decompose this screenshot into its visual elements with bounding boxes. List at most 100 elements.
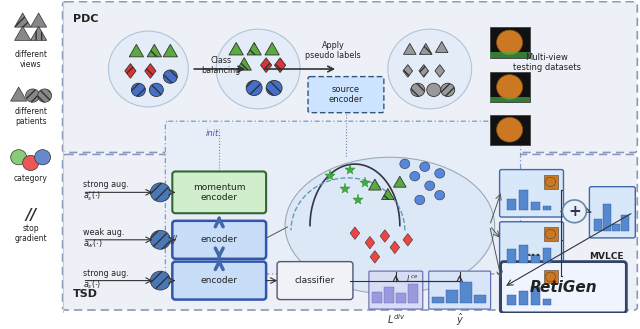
Bar: [543, 206, 552, 210]
Polygon shape: [394, 176, 406, 187]
Bar: [490, 52, 529, 58]
Polygon shape: [11, 87, 27, 101]
Bar: [543, 248, 552, 263]
Text: ...: ...: [504, 95, 515, 105]
Text: TSD: TSD: [72, 289, 97, 299]
Circle shape: [150, 183, 170, 202]
Circle shape: [38, 89, 52, 102]
Text: source
encoder: source encoder: [329, 85, 363, 104]
FancyBboxPatch shape: [172, 171, 266, 213]
Text: $a_s'(\cdot)$: $a_s'(\cdot)$: [83, 190, 100, 203]
Circle shape: [266, 80, 282, 96]
Circle shape: [441, 83, 454, 96]
Polygon shape: [31, 13, 47, 27]
Circle shape: [149, 83, 163, 96]
Bar: [490, 96, 529, 102]
Polygon shape: [265, 42, 279, 55]
FancyBboxPatch shape: [369, 271, 423, 309]
Bar: [543, 299, 552, 305]
FancyBboxPatch shape: [172, 262, 266, 300]
Bar: [507, 249, 516, 263]
Circle shape: [150, 230, 170, 249]
Circle shape: [410, 171, 420, 181]
Text: stop
gradient: stop gradient: [14, 224, 47, 243]
Bar: [507, 295, 516, 305]
Ellipse shape: [285, 157, 495, 294]
Text: $L^{div}$: $L^{div}$: [387, 312, 405, 326]
Polygon shape: [350, 227, 360, 240]
Circle shape: [216, 29, 300, 109]
Circle shape: [425, 181, 435, 190]
Circle shape: [400, 159, 410, 169]
Polygon shape: [403, 234, 413, 246]
Bar: [490, 27, 529, 58]
Bar: [604, 204, 611, 231]
Bar: [432, 297, 444, 303]
Bar: [445, 290, 458, 303]
Bar: [543, 227, 559, 241]
Bar: [408, 284, 418, 303]
Text: Multi-view
testing datasets: Multi-view testing datasets: [513, 53, 580, 72]
Text: MVLCE: MVLCE: [589, 252, 624, 261]
Polygon shape: [390, 241, 399, 254]
Circle shape: [545, 177, 556, 187]
Polygon shape: [403, 43, 416, 54]
Polygon shape: [15, 26, 31, 40]
Circle shape: [497, 30, 522, 55]
Text: $a_s(\cdot)$: $a_s(\cdot)$: [83, 278, 100, 291]
Text: encoder: encoder: [201, 276, 237, 285]
Bar: [507, 199, 516, 210]
FancyBboxPatch shape: [500, 222, 563, 269]
Text: $a_w(\cdot)$: $a_w(\cdot)$: [83, 237, 102, 250]
Bar: [384, 287, 394, 303]
Bar: [396, 293, 406, 303]
FancyBboxPatch shape: [589, 187, 636, 238]
Text: different
patients: different patients: [14, 107, 47, 126]
Bar: [531, 255, 540, 263]
FancyBboxPatch shape: [63, 154, 637, 310]
FancyBboxPatch shape: [165, 121, 520, 274]
Text: Apply
pseudo labels: Apply pseudo labels: [305, 40, 361, 60]
Circle shape: [26, 89, 40, 102]
Circle shape: [11, 150, 27, 165]
Bar: [518, 190, 527, 210]
Circle shape: [246, 80, 262, 96]
Text: $L^{ce}$: $L^{ce}$: [406, 273, 419, 284]
Circle shape: [163, 70, 177, 83]
Bar: [460, 282, 472, 303]
Polygon shape: [380, 230, 390, 242]
Bar: [518, 291, 527, 305]
Text: ...: ...: [527, 246, 541, 259]
Bar: [531, 202, 540, 210]
Circle shape: [131, 83, 145, 96]
Polygon shape: [369, 179, 381, 190]
Bar: [531, 287, 540, 305]
Bar: [621, 215, 629, 231]
FancyBboxPatch shape: [308, 77, 384, 113]
Circle shape: [420, 162, 430, 171]
Circle shape: [22, 155, 38, 170]
FancyBboxPatch shape: [429, 271, 491, 309]
Bar: [490, 114, 529, 145]
Polygon shape: [125, 63, 136, 78]
Bar: [543, 270, 559, 284]
Text: momentum
encoder: momentum encoder: [193, 183, 246, 202]
Text: $\hat{y}$: $\hat{y}$: [456, 312, 464, 328]
Bar: [543, 175, 559, 189]
Circle shape: [497, 117, 522, 142]
Polygon shape: [31, 26, 47, 40]
Bar: [518, 245, 527, 263]
Text: strong aug.: strong aug.: [83, 180, 128, 189]
Polygon shape: [129, 44, 143, 57]
Bar: [595, 219, 602, 231]
Polygon shape: [403, 64, 413, 77]
Polygon shape: [145, 63, 156, 78]
Circle shape: [497, 75, 522, 99]
FancyBboxPatch shape: [500, 265, 563, 312]
Text: //: //: [171, 235, 177, 245]
Text: classifier: classifier: [295, 276, 335, 285]
Polygon shape: [229, 42, 243, 55]
FancyBboxPatch shape: [172, 221, 266, 259]
Circle shape: [427, 83, 441, 96]
Bar: [490, 72, 529, 102]
